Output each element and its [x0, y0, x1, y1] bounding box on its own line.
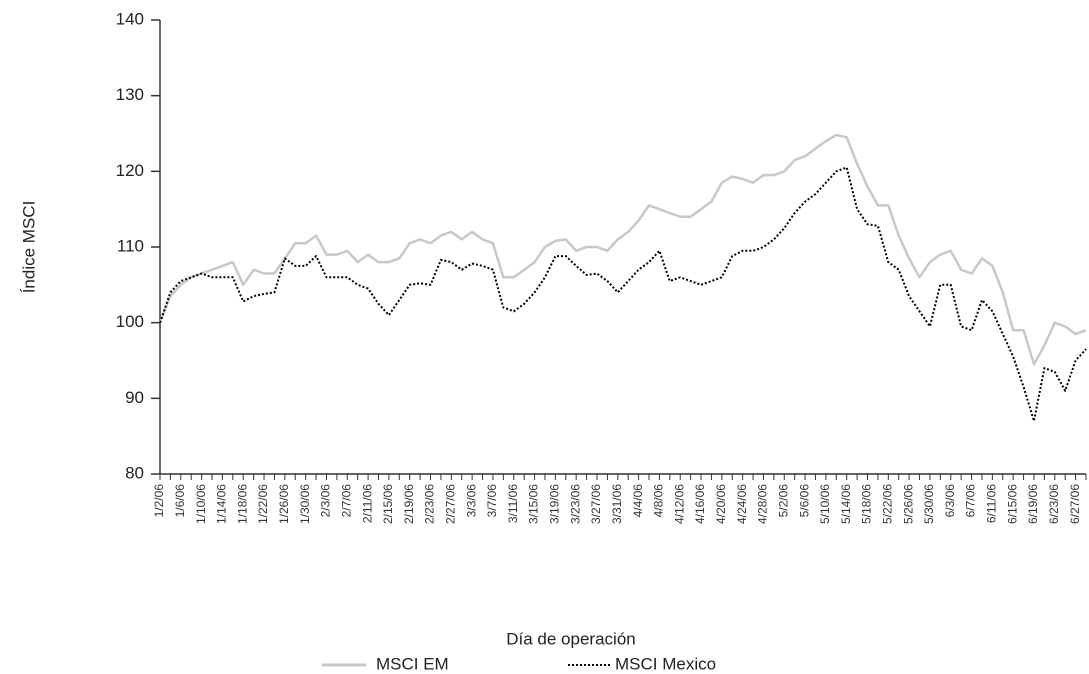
- series-line: [158, 133, 1087, 366]
- x-tick-label: 2/3/06: [319, 484, 333, 518]
- x-tick-label: 4/12/06: [672, 484, 686, 524]
- x-tick-label: 2/15/06: [381, 484, 395, 524]
- x-tick-label: 4/16/06: [693, 484, 707, 524]
- y-axis-title: Índice MSCI: [19, 201, 38, 294]
- x-tick-label: 4/24/06: [735, 484, 749, 524]
- x-tick-label: 1/14/06: [215, 484, 229, 524]
- x-tick-label: 2/27/06: [443, 484, 457, 524]
- x-tick-label: 3/7/06: [485, 484, 499, 518]
- x-tick-label: 3/3/06: [464, 484, 478, 518]
- x-tick-label: 2/7/06: [339, 484, 353, 518]
- x-tick-label: 3/11/06: [506, 484, 520, 523]
- x-tick-label: 5/26/06: [901, 484, 915, 524]
- x-tick-label: 5/6/06: [797, 484, 811, 518]
- y-tick-label: 140: [116, 9, 144, 28]
- legend-label: MSCI Mexico: [615, 654, 716, 673]
- x-tick-label: 3/19/06: [548, 484, 562, 524]
- x-tick-label: 4/28/06: [756, 484, 770, 524]
- x-tick-label: 5/10/06: [818, 484, 832, 524]
- x-tick-label: 5/14/06: [839, 484, 853, 524]
- x-tick-label: 6/11/06: [985, 484, 999, 523]
- x-tick-label: 1/2/06: [152, 484, 166, 518]
- x-tick-label: 6/3/06: [943, 484, 957, 518]
- x-tick-label: 5/18/06: [860, 484, 874, 524]
- x-tick-label: 2/11/06: [360, 484, 374, 523]
- x-tick-label: 3/15/06: [527, 484, 541, 524]
- y-tick-label: 80: [125, 463, 144, 482]
- x-axis-title: Día de operación: [506, 629, 635, 648]
- x-tick-label: 5/2/06: [776, 484, 790, 518]
- x-tick-label: 3/23/06: [568, 484, 582, 524]
- x-tick-label: 2/23/06: [423, 484, 437, 524]
- x-tick-label: 3/27/06: [589, 484, 603, 524]
- y-tick-label: 130: [116, 85, 144, 104]
- x-tick-label: 6/15/06: [1005, 484, 1019, 524]
- y-tick-label: 110: [117, 236, 144, 255]
- x-tick-label: 1/6/06: [173, 484, 187, 518]
- x-tick-label: 1/10/06: [194, 484, 208, 524]
- x-tick-label: 6/27/06: [1068, 484, 1082, 524]
- x-tick-label: 6/7/06: [964, 484, 978, 518]
- legend-label: MSCI EM: [376, 654, 449, 673]
- y-tick-label: 120: [116, 161, 144, 180]
- x-tick-label: 5/22/06: [880, 484, 894, 524]
- x-tick-label: 2/19/06: [402, 484, 416, 524]
- x-tick-label: 4/4/06: [631, 484, 645, 518]
- x-tick-label: 6/19/06: [1026, 484, 1040, 524]
- x-tick-label: 5/30/06: [922, 484, 936, 524]
- y-tick-label: 100: [116, 312, 144, 331]
- x-tick-label: 3/31/06: [610, 484, 624, 524]
- x-tick-label: 1/18/06: [235, 484, 249, 524]
- x-tick-label: 1/22/06: [256, 484, 270, 524]
- y-tick-label: 90: [125, 388, 144, 407]
- x-tick-label: 6/23/06: [1047, 484, 1061, 524]
- x-tick-label: 1/30/06: [298, 484, 312, 524]
- x-tick-label: 4/8/06: [652, 484, 666, 518]
- x-tick-label: 1/26/06: [277, 484, 291, 524]
- x-tick-label: 4/20/06: [714, 484, 728, 524]
- series-line: [159, 166, 1087, 422]
